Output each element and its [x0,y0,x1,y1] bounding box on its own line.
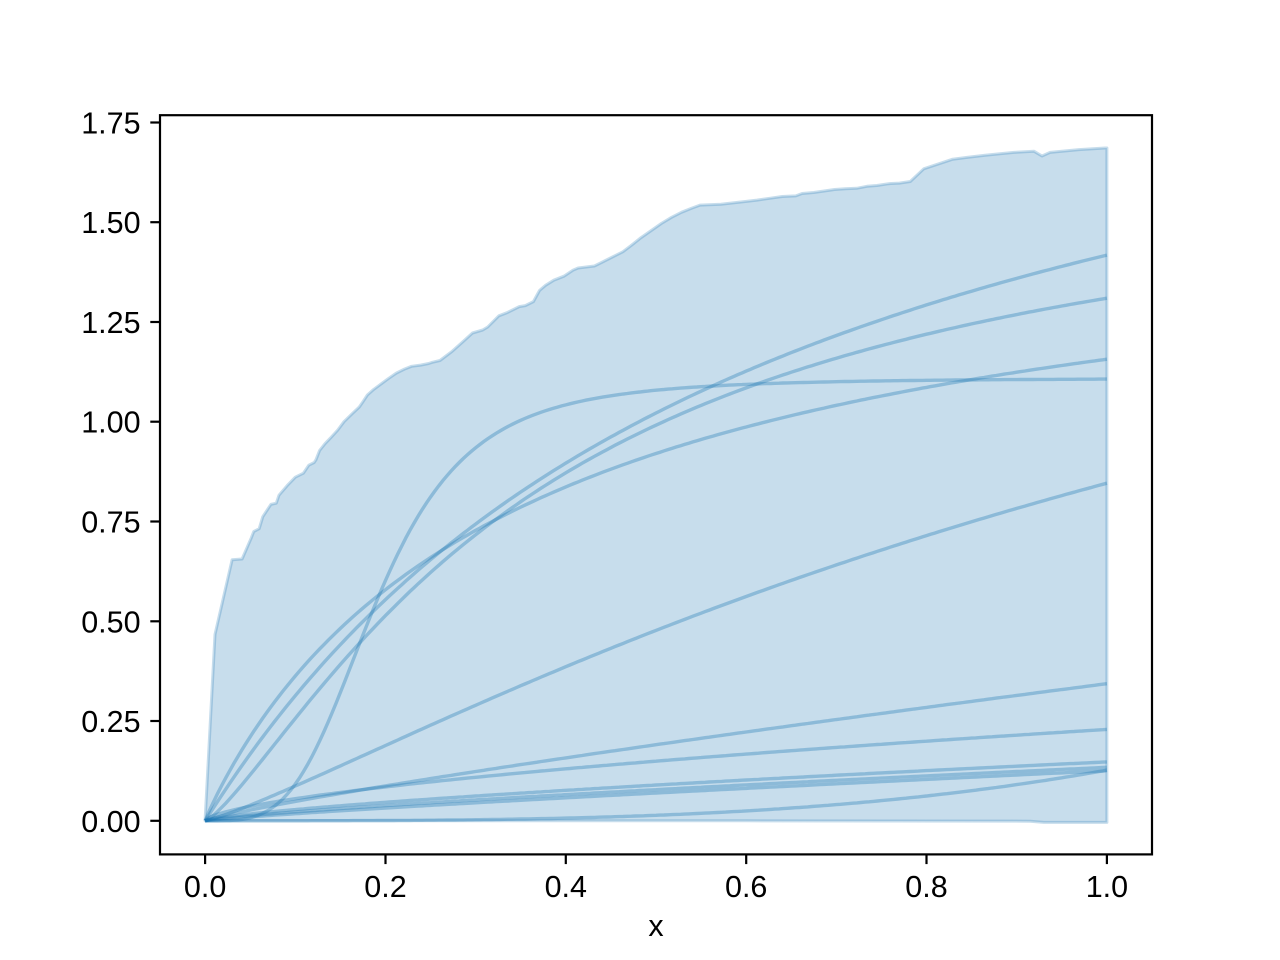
svg-text:1.75: 1.75 [81,107,140,141]
svg-text:0.6: 0.6 [725,870,767,904]
svg-text:1.00: 1.00 [81,406,140,440]
svg-text:0.4: 0.4 [545,870,587,904]
svg-text:0.0: 0.0 [184,870,226,904]
svg-text:1.50: 1.50 [81,206,140,240]
svg-text:0.00: 0.00 [81,805,140,839]
svg-text:0.25: 0.25 [81,705,140,739]
svg-text:x: x [648,909,663,943]
svg-text:0.50: 0.50 [81,605,140,639]
svg-text:1.25: 1.25 [81,306,140,340]
svg-text:0.75: 0.75 [81,506,140,540]
svg-text:0.8: 0.8 [905,870,947,904]
svg-text:1.0: 1.0 [1086,870,1128,904]
svg-text:0.2: 0.2 [364,870,406,904]
